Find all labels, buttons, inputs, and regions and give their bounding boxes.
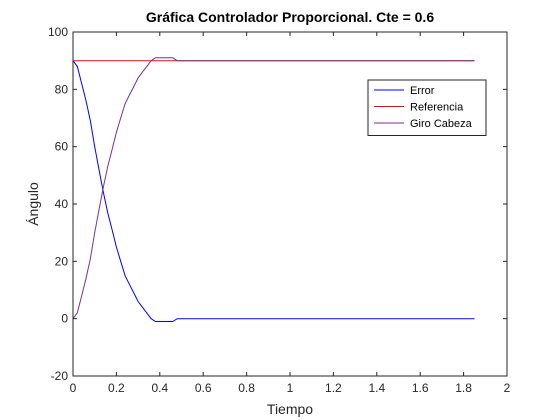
- y-axis-label: Ángulo: [25, 182, 41, 226]
- x-tick-label: 1: [287, 381, 294, 395]
- legend-label: Error: [410, 85, 435, 97]
- x-tick-label: 1.2: [325, 381, 342, 395]
- y-tick-label: 40: [55, 197, 69, 211]
- legend: Error Referencia Giro Cabeza: [367, 79, 487, 136]
- x-tick-label: 1.4: [368, 381, 385, 395]
- chart-title: Gráfica Controlador Proporcional. Cte = …: [146, 9, 434, 25]
- x-tick-label: 0: [70, 381, 77, 395]
- series-layer: [72, 57, 475, 322]
- y-tick-label: 0: [61, 312, 68, 326]
- x-tick-label: 0.2: [108, 381, 125, 395]
- x-tick-label: 1.6: [412, 381, 429, 395]
- series-line-error: [72, 60, 475, 322]
- y-tick-label: -20: [51, 369, 69, 383]
- y-tick-label: 60: [55, 140, 69, 154]
- x-tick-label: 2: [504, 381, 511, 395]
- series-line-giro-cabeza: [72, 57, 475, 319]
- x-axis-label: Tiempo: [267, 401, 313, 417]
- legend-label: Referencia: [410, 102, 464, 114]
- legend-box: [367, 79, 487, 136]
- x-tick-label: 1.8: [455, 381, 472, 395]
- legend-label: Giro Cabeza: [410, 118, 473, 130]
- ticks-layer: 0 0.2 0.4 0.6 0.8 1 1.2 1.4 1.6 1.8 2-200204060801…: [48, 25, 511, 395]
- y-tick-label: 20: [55, 254, 69, 268]
- x-tick-label: 0.4: [151, 381, 168, 395]
- x-tick-label: 0.8: [238, 381, 255, 395]
- y-tick-label: 100: [48, 25, 68, 39]
- x-tick-label: 0.6: [195, 381, 212, 395]
- y-tick-label: 80: [55, 82, 69, 96]
